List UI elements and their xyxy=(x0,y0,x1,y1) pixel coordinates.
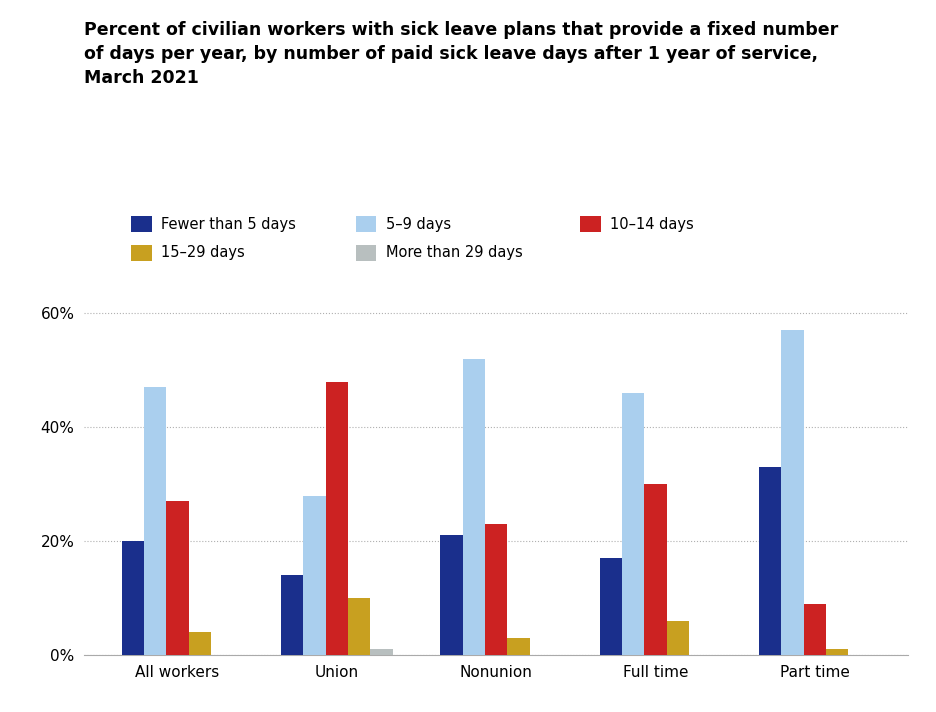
Bar xyxy=(782,330,804,655)
Text: 5–9 days: 5–9 days xyxy=(386,216,451,232)
Bar xyxy=(167,501,188,655)
Text: Percent of civilian workers with sick leave plans that provide a fixed number
of: Percent of civilian workers with sick le… xyxy=(84,21,839,87)
Bar xyxy=(759,467,782,655)
Text: More than 29 days: More than 29 days xyxy=(386,245,522,261)
Bar xyxy=(303,496,326,655)
Text: 10–14 days: 10–14 days xyxy=(610,216,694,232)
Bar xyxy=(666,621,689,655)
Bar xyxy=(462,359,485,655)
Bar xyxy=(507,638,530,655)
Text: 15–29 days: 15–29 days xyxy=(161,245,244,261)
Bar xyxy=(122,541,144,655)
Bar xyxy=(644,484,666,655)
Bar xyxy=(600,558,622,655)
Bar xyxy=(348,598,371,655)
Bar xyxy=(371,649,392,655)
Bar xyxy=(188,632,211,655)
Bar xyxy=(281,575,303,655)
Bar xyxy=(622,393,644,655)
Bar xyxy=(826,649,848,655)
Bar xyxy=(326,382,348,655)
Bar xyxy=(440,535,462,655)
Bar xyxy=(485,524,507,655)
Bar xyxy=(144,387,167,655)
Bar xyxy=(804,604,826,655)
Text: Fewer than 5 days: Fewer than 5 days xyxy=(161,216,296,232)
